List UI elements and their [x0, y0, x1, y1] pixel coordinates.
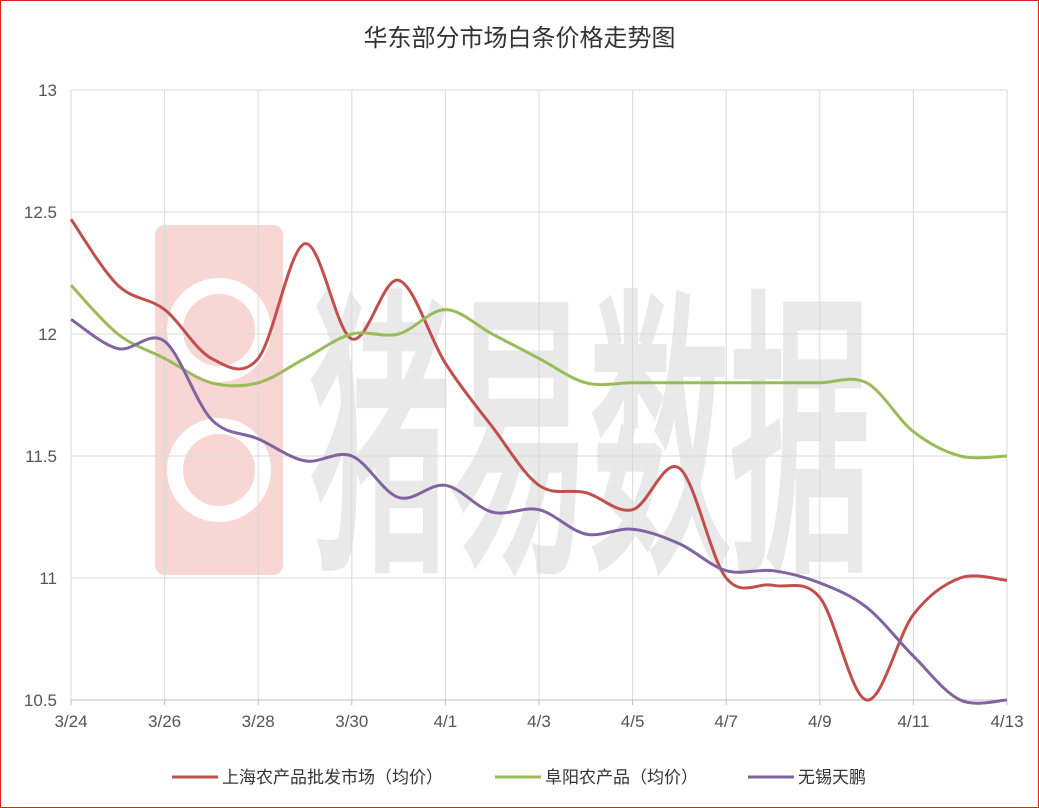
x-tick-label: 4/5	[621, 712, 645, 731]
axes: 13 12.5 12 11.5 11 10.5 3/24 3/26 3/28 3/30 4/1 4/3…	[24, 81, 1024, 731]
x-tick-label: 4/7	[714, 712, 738, 731]
x-tick-label: 4/13	[990, 712, 1023, 731]
x-tick-label: 3/26	[148, 712, 181, 731]
watermark-text: 猪易数据	[310, 267, 870, 616]
gridlines	[70, 89, 1008, 701]
series-line-2	[69, 284, 1008, 460]
y-tick-label: 13	[38, 81, 57, 100]
x-tick-label: 4/11	[897, 712, 929, 731]
y-tick-label: 10.5	[24, 691, 57, 710]
y-tick-label: 12	[38, 325, 57, 344]
series-line-1	[69, 218, 1008, 702]
legend: 上海农产品批发市场（均价） 阜阳农产品（均价） 无锡天鹏	[172, 768, 866, 788]
legend-label: 上海农产品批发市场（均价）	[222, 768, 443, 788]
x-tick-label: 4/1	[434, 712, 458, 731]
watermark-logo-block	[155, 225, 283, 575]
watermark-logo-ring	[167, 278, 271, 382]
x-tick-label: 3/28	[242, 712, 275, 731]
y-tick-label: 11.5	[25, 447, 57, 466]
legend-label: 阜阳农产品（均价）	[545, 768, 698, 788]
y-tick-label: 12.5	[24, 203, 57, 222]
legend-label: 无锡天鹏	[798, 768, 866, 788]
series-line-3	[70, 318, 1008, 705]
watermark-logo: 猪易数据	[155, 225, 870, 616]
y-tick-label: 11	[39, 569, 57, 588]
x-tick-label: 3/24	[54, 712, 87, 731]
x-tick-label: 4/3	[527, 712, 551, 731]
x-tick-label: 4/9	[808, 712, 832, 731]
chart-title: 华东部分市场白条价格走势图	[363, 24, 676, 52]
series-lines	[69, 218, 1008, 705]
x-tick-label: 3/30	[335, 712, 368, 731]
